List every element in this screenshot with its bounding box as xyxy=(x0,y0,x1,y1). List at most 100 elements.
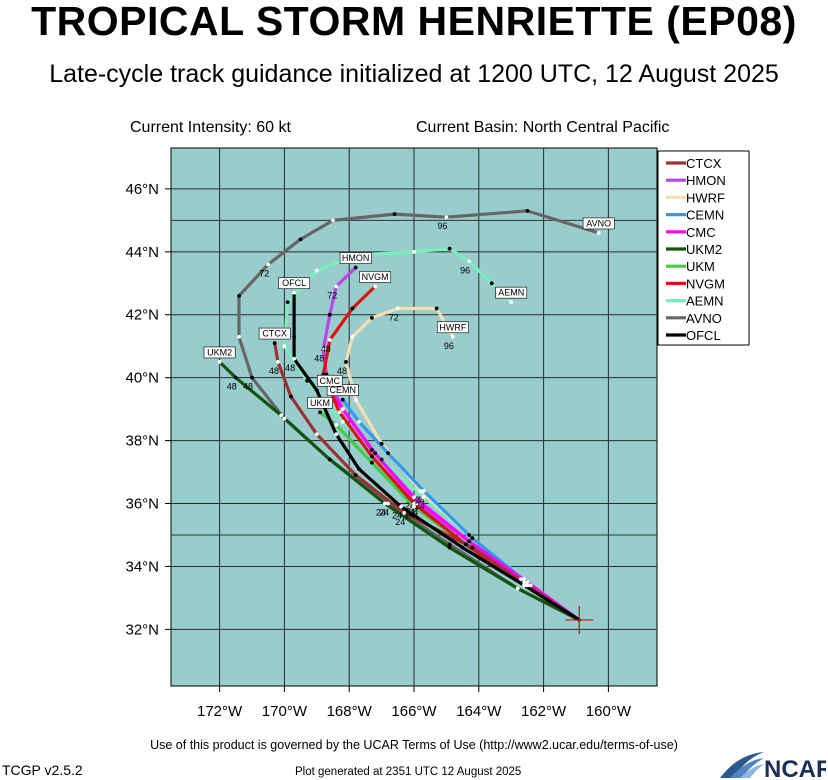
forecast-hour-label: 24 xyxy=(405,508,415,518)
track-point xyxy=(288,394,293,399)
track-point xyxy=(522,580,527,585)
track-point xyxy=(447,545,452,550)
forecast-hour-label: 48 xyxy=(227,382,237,392)
track-point xyxy=(353,265,358,270)
axis-labels: 172°W 170°W 168°W 166°W 164°W 162°W 160°W 32°N 3… xyxy=(125,181,631,720)
track-point xyxy=(447,246,452,251)
track-point xyxy=(237,293,241,298)
track-end-label: UKM xyxy=(310,398,330,408)
track-point xyxy=(382,501,387,506)
track-point xyxy=(467,539,471,544)
track-point xyxy=(528,583,533,588)
track-point xyxy=(379,457,384,462)
track-point xyxy=(298,237,303,242)
track-point xyxy=(421,495,426,500)
legend-label: HMON xyxy=(686,173,726,188)
track-point xyxy=(217,360,222,364)
track-markers: 2448244872244872962424244824244824962448… xyxy=(217,209,601,591)
track-end-label-box xyxy=(495,286,528,299)
track-point xyxy=(373,451,378,456)
track-point xyxy=(340,419,345,424)
track-point xyxy=(418,489,423,493)
legend-label: UKM2 xyxy=(686,242,722,257)
track-point xyxy=(434,306,439,311)
track-point xyxy=(379,441,384,446)
track-point xyxy=(237,334,241,339)
forecast-hour-label: 24 xyxy=(415,501,425,511)
forecast-hour-label: 24 xyxy=(411,495,421,505)
track-end-label: HMON xyxy=(342,253,370,263)
track-point xyxy=(369,454,374,459)
track-end-label: NVGM xyxy=(362,272,389,282)
x-tick-label: 160°W xyxy=(586,703,632,720)
legend-label: AEMN xyxy=(686,294,724,309)
track-end-label-box xyxy=(436,321,469,334)
track-point xyxy=(386,501,390,506)
generated-timestamp: Plot generated at 2351 UTC 12 August 202… xyxy=(295,766,522,778)
track-end-label: CMC xyxy=(320,376,341,386)
page-title: TROPICAL STORM HENRIETTE (EP08) xyxy=(31,0,797,44)
track-point xyxy=(350,334,355,339)
track-point xyxy=(412,249,416,254)
forecast-hour-label: 24 xyxy=(405,501,415,511)
forecast-hour-label: 48 xyxy=(321,344,331,354)
track-point xyxy=(344,360,348,364)
forecast-hour-label: 48 xyxy=(243,382,253,392)
forecast-hour-label: 72 xyxy=(389,312,399,322)
track-avno xyxy=(237,209,601,622)
track-end-label: UKM2 xyxy=(207,347,232,357)
version-label: TCGP v2.5.2 xyxy=(2,762,83,778)
track-point xyxy=(444,215,449,220)
track-point xyxy=(327,457,332,462)
forecast-hour-label: 24 xyxy=(405,511,415,521)
forecast-hour-label: 72 xyxy=(259,268,269,278)
legend-label: AVNO xyxy=(686,311,722,326)
forecast-hour-label: 48 xyxy=(285,363,295,373)
track-point xyxy=(292,334,297,339)
terms-of-use: Use of this product is governed by the U… xyxy=(150,738,678,752)
forecast-hour-label: 24 xyxy=(392,511,402,521)
x-tick-label: 170°W xyxy=(262,703,308,720)
track-point xyxy=(250,375,254,380)
track-point xyxy=(340,397,345,402)
ncar-logo-text: NCAR xyxy=(764,756,826,780)
legend-label: HWRF xyxy=(686,190,725,205)
track-point xyxy=(395,306,400,311)
legend: CTCX HMON HWRF CEMN CMC UKM2 UKM NVGM AEMN AVNO OF… xyxy=(657,150,750,346)
forecast-hour-label: 48 xyxy=(314,353,324,363)
forecast-hour-label: 24 xyxy=(395,517,405,527)
track-point xyxy=(334,432,339,437)
track-point xyxy=(373,284,378,289)
track-point xyxy=(412,501,416,506)
track-point xyxy=(353,473,358,478)
track-ofcl xyxy=(292,291,581,622)
page-subtitle: Late-cycle track guidance initialized at… xyxy=(49,60,779,88)
track-point xyxy=(392,212,397,216)
x-tick-label: 168°W xyxy=(327,703,373,720)
track-point xyxy=(415,501,420,506)
track-point xyxy=(337,410,342,415)
y-tick-label: 34°N xyxy=(125,558,159,575)
track-point xyxy=(233,375,238,380)
track-end-label-box xyxy=(326,384,359,396)
track-point xyxy=(386,451,390,456)
y-tick-label: 46°N xyxy=(125,181,159,198)
ncar-logo: NCAR xyxy=(720,752,826,780)
track-point xyxy=(292,290,297,295)
track-point xyxy=(460,545,465,550)
y-tick-label: 40°N xyxy=(125,370,159,387)
track-end-label: CEMN xyxy=(329,385,356,395)
track-point xyxy=(353,397,358,402)
track-point xyxy=(470,536,475,541)
forecast-hour-label: 96 xyxy=(437,221,447,231)
y-tick-label: 42°N xyxy=(125,307,159,324)
track-point xyxy=(525,580,530,585)
forecast-hour-label: 96 xyxy=(444,341,454,351)
track-point xyxy=(369,460,374,465)
forecast-hour-label: 24 xyxy=(408,508,418,518)
track-end-label: HWRF xyxy=(439,322,466,332)
track-point xyxy=(276,360,280,364)
track-point xyxy=(463,542,468,547)
forecast-hour-label: 24 xyxy=(379,508,389,518)
track-point xyxy=(266,262,271,267)
